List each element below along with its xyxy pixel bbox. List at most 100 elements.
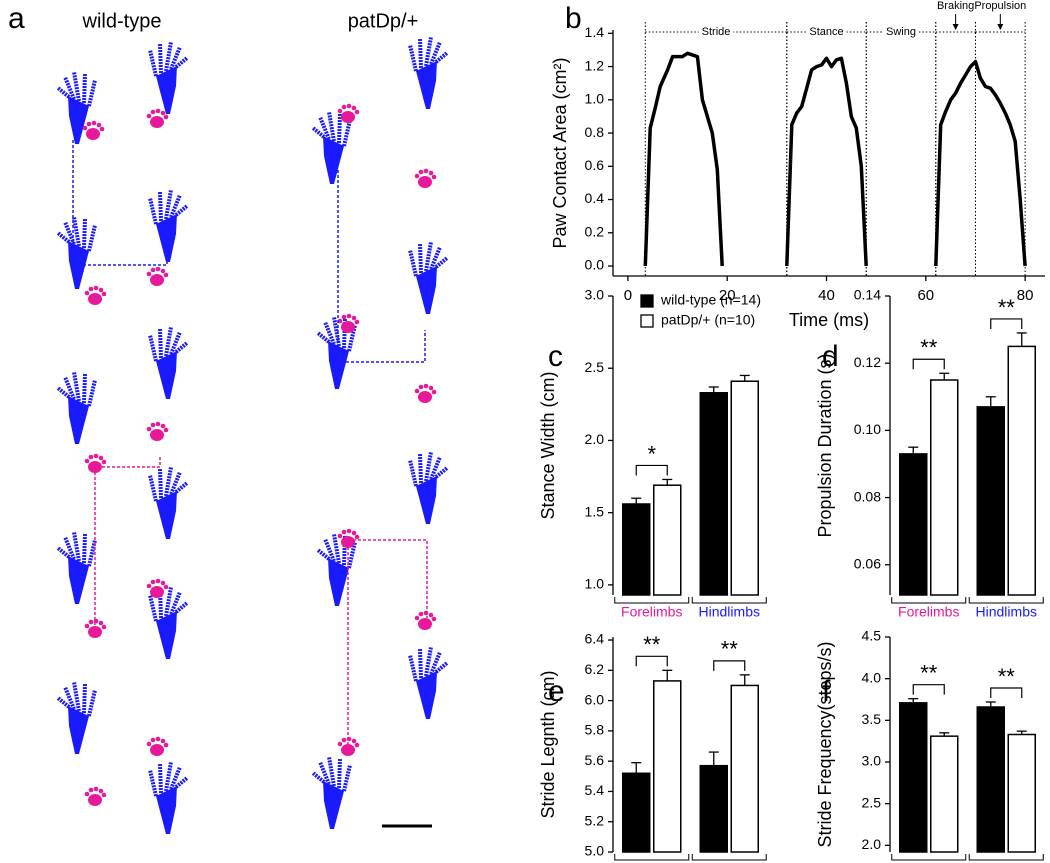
- paw-toe: [84, 623, 90, 629]
- paw-toe: [337, 108, 343, 114]
- x-tick-label: 0: [624, 287, 632, 304]
- paw-digit: [174, 601, 189, 614]
- paw-pad: [150, 274, 164, 286]
- category-label: Forelimbs: [898, 604, 959, 620]
- paw-digit: [434, 661, 449, 674]
- paw-digit: [164, 326, 173, 357]
- paw-pad: [68, 396, 89, 444]
- phase-arrowhead: [997, 24, 1004, 30]
- hind-paw: [148, 326, 189, 399]
- paw-digit: [429, 456, 442, 480]
- paw-pad: [418, 176, 432, 188]
- paw-toe: [82, 125, 88, 131]
- paw-toe: [337, 318, 343, 324]
- fore-paw: [84, 285, 107, 305]
- paw-digit: [82, 533, 87, 564]
- fore-paw: [146, 108, 169, 128]
- paw-toe: [101, 624, 107, 630]
- paw-digit: [148, 594, 158, 622]
- paw-digit: [434, 51, 449, 64]
- stride-guide: [337, 170, 426, 363]
- paw-toe: [98, 455, 104, 461]
- paw-digit: [164, 189, 173, 220]
- paw-pad: [323, 136, 344, 184]
- paw-digit: [332, 533, 341, 564]
- paw-digit: [337, 758, 342, 789]
- hind-paw: [148, 466, 189, 539]
- paw-digit: [82, 373, 87, 404]
- footprints: [56, 36, 449, 834]
- paw-digit: [424, 451, 433, 482]
- paw-toe: [86, 121, 92, 127]
- paw-toe: [160, 110, 166, 116]
- paw-toe: [431, 616, 437, 622]
- paw-toe: [101, 291, 107, 297]
- fore-paw: [84, 786, 107, 806]
- paw-toe: [88, 787, 94, 793]
- paw-digit: [56, 231, 71, 244]
- paw-toe: [155, 266, 161, 272]
- y-tick-label: 1.2: [585, 57, 605, 73]
- paw-pad: [86, 128, 100, 140]
- paw-digit: [158, 43, 163, 74]
- paw-digit: [148, 197, 158, 225]
- hind-paw: [56, 531, 97, 604]
- paw-digit: [164, 761, 173, 792]
- category-label: Forelimbs: [621, 861, 682, 863]
- bar: [899, 702, 928, 853]
- paw-toe: [84, 791, 90, 797]
- paw-digit: [327, 111, 336, 142]
- paw-toe: [414, 615, 420, 621]
- paw-toe: [98, 788, 104, 794]
- paw-pad: [328, 341, 349, 389]
- hind-paw: [148, 761, 189, 834]
- y-tick-label: 0.8: [585, 124, 605, 140]
- phase-label: Braking: [937, 0, 974, 12]
- fore-paw: [414, 610, 437, 630]
- contact-curve: [643, 51, 1027, 267]
- paw-toe: [160, 268, 166, 274]
- paw-toe: [428, 170, 434, 176]
- legend-swatch: [640, 294, 654, 308]
- significance-bracket: [912, 358, 945, 370]
- fore-paw: [146, 421, 169, 441]
- y-tick-label: 0.0: [585, 257, 605, 273]
- paw-toe: [351, 315, 357, 321]
- paw-digit: [72, 371, 81, 402]
- paw-pad: [156, 786, 177, 834]
- paw-pad: [156, 66, 177, 114]
- paw-toe: [428, 385, 434, 391]
- paw-digit: [72, 71, 81, 102]
- y-tick-label: 1.0: [585, 576, 605, 592]
- y-tick-label: 5.0: [585, 843, 605, 859]
- bar: [930, 735, 959, 853]
- paw-digit: [316, 548, 331, 561]
- paw-toe: [155, 421, 161, 427]
- bar: [1007, 733, 1036, 853]
- paw-digit: [311, 771, 326, 784]
- y-tick-label: 5.6: [585, 752, 605, 768]
- y-tick-label: 0.10: [854, 421, 881, 437]
- paw-toe: [155, 736, 161, 742]
- category-bracket: [691, 854, 767, 861]
- phase-label-bg: [806, 25, 847, 39]
- paw-pad: [150, 116, 164, 128]
- y-tick-label: 1.4: [585, 24, 605, 40]
- hind-paw: [311, 756, 352, 829]
- paw-toe: [163, 272, 169, 278]
- paw-digit: [82, 218, 87, 249]
- stride-guide: [72, 140, 168, 266]
- paw-pad: [68, 96, 89, 144]
- significance-label: **: [643, 632, 661, 657]
- paw-toe: [351, 738, 357, 744]
- bar: [699, 392, 728, 596]
- paw-toe: [88, 286, 94, 292]
- hind-paw: [408, 241, 449, 314]
- panel-letter: e: [548, 675, 565, 708]
- paw-toe: [150, 737, 156, 743]
- paw-toe: [163, 114, 169, 120]
- paw-digit: [311, 126, 326, 139]
- paw-pad: [150, 744, 164, 756]
- paw-digit: [169, 766, 182, 790]
- x-tick-label: 80: [1017, 287, 1034, 304]
